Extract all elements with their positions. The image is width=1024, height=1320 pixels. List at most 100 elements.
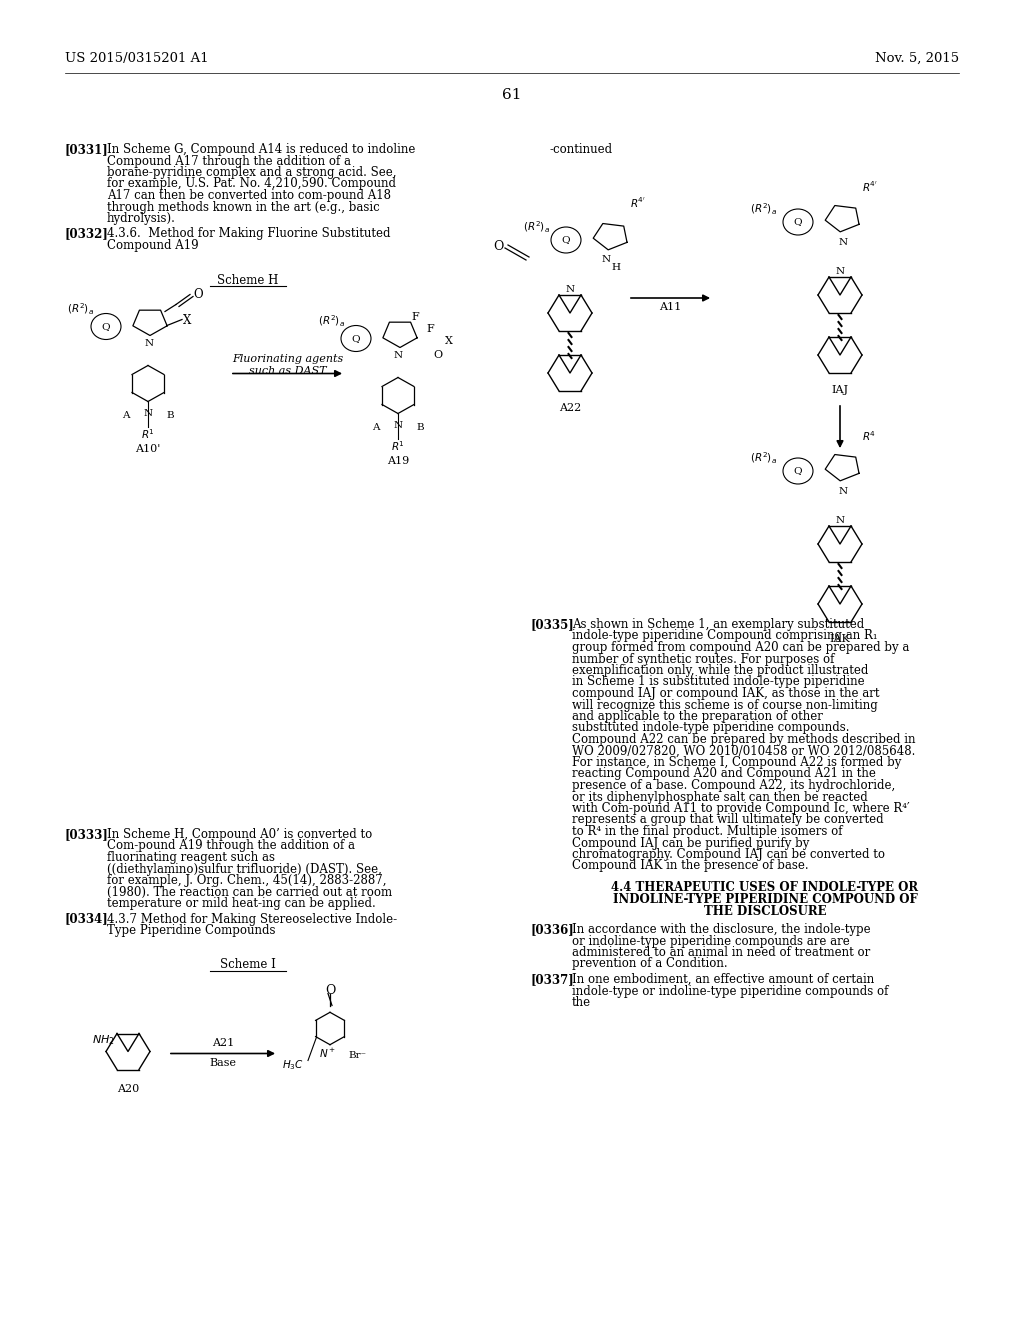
- Text: indole-type or indoline-type piperidine compounds of: indole-type or indoline-type piperidine …: [572, 985, 889, 998]
- Text: with Com-pound A11 to provide Compound Ic, where R⁴′: with Com-pound A11 to provide Compound I…: [572, 803, 909, 814]
- Text: or its diphenylphosphate salt can then be reacted: or its diphenylphosphate salt can then b…: [572, 791, 867, 804]
- Text: or indoline-type piperidine compounds are are: or indoline-type piperidine compounds ar…: [572, 935, 850, 948]
- Text: administered to an animal in need of treatment or: administered to an animal in need of tre…: [572, 946, 870, 960]
- Text: O: O: [325, 983, 335, 997]
- Text: (1980). The reaction can be carried out at room: (1980). The reaction can be carried out …: [106, 886, 392, 899]
- Text: N: N: [601, 255, 610, 264]
- Text: $(R^2)_a$: $(R^2)_a$: [67, 301, 94, 317]
- Text: Compound A17 through the addition of a: Compound A17 through the addition of a: [106, 154, 351, 168]
- Text: exemplification only, while the product illustrated: exemplification only, while the product …: [572, 664, 868, 677]
- Text: 4.3.7 Method for Making Stereoselective Indole-: 4.3.7 Method for Making Stereoselective …: [106, 912, 397, 925]
- Text: ((diethylamino)sulfur trifluoride) (DAST). See,: ((diethylamino)sulfur trifluoride) (DAST…: [106, 862, 382, 875]
- Text: Compound A19: Compound A19: [106, 239, 199, 252]
- Text: will recognize this scheme is of course non-limiting: will recognize this scheme is of course …: [572, 698, 878, 711]
- Text: reacting Compound A20 and Compound A21 in the: reacting Compound A20 and Compound A21 i…: [572, 767, 876, 780]
- Text: THE DISCLOSURE: THE DISCLOSURE: [703, 906, 826, 917]
- Text: [0337]: [0337]: [530, 973, 573, 986]
- Text: for example, U.S. Pat. No. 4,210,590. Compound: for example, U.S. Pat. No. 4,210,590. Co…: [106, 177, 396, 190]
- Text: N: N: [393, 421, 402, 429]
- Text: 4.4 THERAPEUTIC USES OF INDOLE-TYPE OR: 4.4 THERAPEUTIC USES OF INDOLE-TYPE OR: [611, 880, 919, 894]
- Text: indole-type piperidine Compound comprising an R₁: indole-type piperidine Compound comprisi…: [572, 630, 878, 643]
- Text: A20: A20: [117, 1084, 139, 1093]
- Text: A: A: [122, 412, 130, 421]
- Text: A17 can then be converted into com-pound A18: A17 can then be converted into com-pound…: [106, 189, 391, 202]
- Text: N: N: [836, 516, 845, 525]
- Text: $(R^2)_a$: $(R^2)_a$: [750, 451, 777, 466]
- Text: US 2015/0315201 A1: US 2015/0315201 A1: [65, 51, 209, 65]
- Text: A10': A10': [135, 444, 161, 454]
- Text: X: X: [183, 314, 191, 326]
- Text: A19: A19: [387, 455, 410, 466]
- Text: Q: Q: [794, 466, 803, 475]
- Text: and applicable to the preparation of other: and applicable to the preparation of oth…: [572, 710, 823, 723]
- Text: [0335]: [0335]: [530, 618, 573, 631]
- Text: In accordance with the disclosure, the indole-type: In accordance with the disclosure, the i…: [572, 923, 870, 936]
- Text: N: N: [565, 285, 574, 294]
- Text: 61: 61: [502, 88, 522, 102]
- Text: hydrolysis).: hydrolysis).: [106, 213, 176, 224]
- Text: N: N: [143, 408, 153, 417]
- Text: O: O: [493, 240, 503, 253]
- Text: [0331]: [0331]: [65, 143, 109, 156]
- Text: borane-pyridine complex and a strong acid. See,: borane-pyridine complex and a strong aci…: [106, 166, 396, 180]
- Text: Scheme H: Scheme H: [217, 273, 279, 286]
- Text: such as DAST: such as DAST: [249, 366, 327, 375]
- Text: A: A: [373, 424, 380, 433]
- Text: 4.3.6.  Method for Making Fluorine Substituted: 4.3.6. Method for Making Fluorine Substi…: [106, 227, 390, 240]
- Text: O: O: [433, 350, 442, 359]
- Text: prevention of a Condition.: prevention of a Condition.: [572, 957, 728, 970]
- Text: Q: Q: [351, 334, 360, 343]
- Text: IAJ: IAJ: [831, 385, 849, 395]
- Text: N: N: [836, 267, 845, 276]
- Text: In Scheme G, Compound A14 is reduced to indoline: In Scheme G, Compound A14 is reduced to …: [106, 143, 416, 156]
- Text: $R^{4'}$: $R^{4'}$: [862, 180, 878, 194]
- Text: through methods known in the art (e.g., basic: through methods known in the art (e.g., …: [106, 201, 380, 214]
- Text: Com-pound A19 through the addition of a: Com-pound A19 through the addition of a: [106, 840, 355, 853]
- Text: chromatography. Compound IAJ can be converted to: chromatography. Compound IAJ can be conv…: [572, 847, 885, 861]
- Text: $(R^2)_a$: $(R^2)_a$: [523, 220, 550, 235]
- Text: for example, J. Org. Chem., 45(14), 2883-2887,: for example, J. Org. Chem., 45(14), 2883…: [106, 874, 386, 887]
- Text: presence of a base. Compound A22, its hydrochloride,: presence of a base. Compound A22, its hy…: [572, 779, 895, 792]
- Text: [0334]: [0334]: [65, 912, 109, 925]
- Text: Compound A22 can be prepared by methods described in: Compound A22 can be prepared by methods …: [572, 733, 915, 746]
- Text: -continued: -continued: [550, 143, 613, 156]
- Text: $(R^2)_a$: $(R^2)_a$: [318, 314, 345, 329]
- Text: $R^1$: $R^1$: [141, 428, 155, 441]
- Text: fluorinating reagent such as: fluorinating reagent such as: [106, 851, 275, 865]
- Text: $H_3C$: $H_3C$: [282, 1059, 304, 1072]
- Text: INDOLINE-TYPE PIPERIDINE COMPOUND OF: INDOLINE-TYPE PIPERIDINE COMPOUND OF: [612, 894, 918, 906]
- Text: O: O: [193, 288, 203, 301]
- Text: in Scheme 1 is substituted indole-type piperidine: in Scheme 1 is substituted indole-type p…: [572, 676, 864, 689]
- Text: In Scheme H, Compound A0’ is converted to: In Scheme H, Compound A0’ is converted t…: [106, 828, 373, 841]
- Text: Q: Q: [794, 218, 803, 227]
- Text: $R^4$: $R^4$: [862, 429, 877, 442]
- Text: H: H: [611, 263, 621, 272]
- Text: IAK: IAK: [829, 634, 851, 644]
- Text: A11: A11: [659, 302, 682, 312]
- Text: $R^{4'}$: $R^{4'}$: [630, 195, 646, 210]
- Text: Scheme I: Scheme I: [220, 958, 275, 972]
- Text: N: N: [144, 338, 154, 347]
- Text: $(R^2)_a$: $(R^2)_a$: [750, 202, 777, 218]
- Text: $N^+$: $N^+$: [319, 1047, 337, 1060]
- Text: A22: A22: [559, 403, 582, 413]
- Text: compound IAJ or compound IAK, as those in the art: compound IAJ or compound IAK, as those i…: [572, 686, 880, 700]
- Text: [0332]: [0332]: [65, 227, 109, 240]
- Text: Q: Q: [562, 235, 570, 244]
- Text: WO 2009/027820, WO 2010/010458 or WO 2012/085648.: WO 2009/027820, WO 2010/010458 or WO 201…: [572, 744, 915, 758]
- Text: temperature or mild heat-ing can be applied.: temperature or mild heat-ing can be appl…: [106, 898, 376, 909]
- Text: Br⁻: Br⁻: [348, 1051, 367, 1060]
- Text: number of synthetic routes. For purposes of: number of synthetic routes. For purposes…: [572, 652, 835, 665]
- Text: In one embodiment, an effective amount of certain: In one embodiment, an effective amount o…: [572, 973, 874, 986]
- Text: F: F: [411, 312, 419, 322]
- Text: X: X: [445, 335, 453, 346]
- Text: Fluorinating agents: Fluorinating agents: [231, 354, 343, 363]
- Text: group formed from compound A20 can be prepared by a: group formed from compound A20 can be pr…: [572, 642, 909, 653]
- Text: to R⁴ in the final product. Multiple isomers of: to R⁴ in the final product. Multiple iso…: [572, 825, 843, 838]
- Text: Compound IAJ can be purified purify by: Compound IAJ can be purified purify by: [572, 837, 809, 850]
- Text: F: F: [426, 323, 434, 334]
- Text: [0333]: [0333]: [65, 828, 109, 841]
- Text: For instance, in Scheme I, Compound A22 is formed by: For instance, in Scheme I, Compound A22 …: [572, 756, 901, 770]
- Text: N: N: [839, 238, 848, 247]
- Text: Base: Base: [210, 1057, 237, 1068]
